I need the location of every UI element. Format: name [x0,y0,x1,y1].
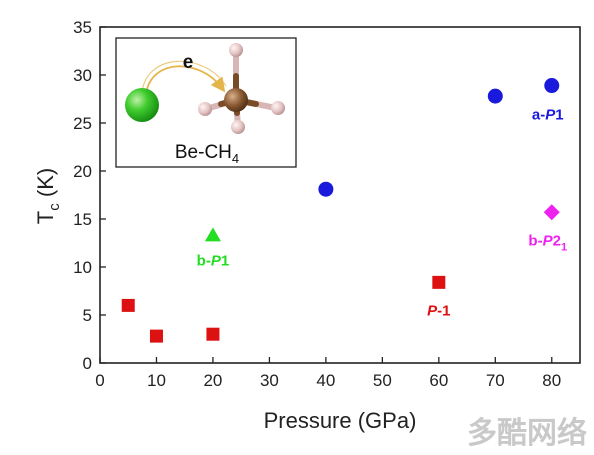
svg-text:Tc (K): Tc (K) [33,168,63,224]
data-point [544,78,560,94]
x-tick-label: 50 [373,371,392,390]
y-tick-label: 0 [83,354,92,373]
electron-arrow [145,65,226,96]
data-point [206,327,220,341]
watermark-text: 多酷网络 [467,416,587,451]
inset-caption-sub: 4 [232,151,239,166]
electron-label: e [183,52,194,73]
x-tick-label: 40 [316,371,335,390]
series-label: b-P1 [197,252,230,269]
series-label-prefix: b- [528,232,542,249]
x-axis-label: Pressure (GPa) [264,408,417,433]
data-point [432,275,446,289]
y-axis-label-main: T [33,211,58,224]
y-tick-label: 35 [73,18,92,37]
inset-caption-main: Be-CH [175,142,232,163]
plot-frame [99,26,581,364]
series-label-italic: P [545,107,556,124]
x-tick-label: 60 [429,371,448,390]
series-label-sub: 1 [561,241,567,253]
y-axis-label-unit: (K) [33,168,58,203]
be-atom [125,88,159,122]
y-tick-label: 5 [83,306,92,325]
series-label-suffix: -1 [437,302,450,319]
series-label: P-1 [427,302,450,319]
data-point [487,88,503,104]
y-tick-label: 20 [73,162,92,181]
x-tick-label: 30 [260,371,279,390]
y-tick-label: 25 [73,114,92,133]
hydrogen-atom-bottom [231,120,245,134]
data-point [318,181,334,197]
data-point [204,227,221,242]
y-tick-label: 10 [73,258,92,277]
series-label-prefix: a- [532,107,545,124]
data-point [543,204,560,221]
x-tick-label: 0 [95,371,104,390]
y-tick-label: 15 [73,210,92,229]
hydrogen-atom-left [198,102,212,116]
data-points [121,78,560,343]
inset-diagram: e Be-CH4 [115,37,297,168]
y-tick-label: 30 [73,66,92,85]
series-label-suffix: 1 [555,107,563,124]
data-point [121,298,135,312]
y-axis-label-sub: c [46,203,63,211]
x-tick-label: 10 [147,371,166,390]
series-label-suffix: 2 [553,232,561,249]
hydrogen-atom-right [271,101,285,115]
inset-caption: Be-CH4 [175,142,239,166]
x-tick-label: 70 [486,371,505,390]
x-tick-label: 80 [542,371,561,390]
data-point [149,329,163,343]
series-label-italic: P [543,232,554,249]
series-label-italic: P [211,252,222,269]
y-axis-label: Tc (K) [33,168,63,224]
series-label-prefix: b- [197,252,211,269]
series-label-italic: P [427,302,438,319]
series-label-suffix: 1 [221,252,229,269]
axis-ticks: 0 10 20 30 40 50 60 70 80 0 5 10 15 20 25 30 35 [73,18,561,390]
series-label: a-P1 [532,107,564,124]
carbon-atom [224,88,248,112]
series-label: b-P21 [528,232,567,253]
x-tick-label: 20 [203,371,222,390]
hydrogen-atom-top [229,43,243,57]
